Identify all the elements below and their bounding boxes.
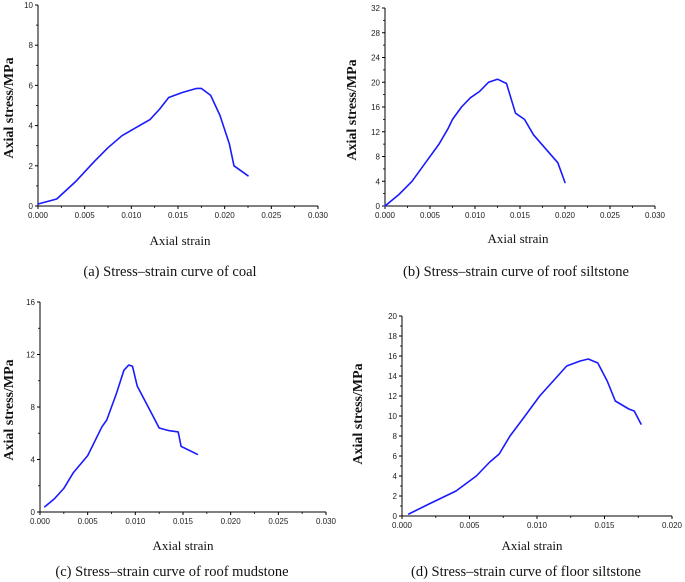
panel-d-x-tick-label: 0.005 <box>459 521 480 530</box>
panel-b-marks <box>384 78 566 207</box>
panel-c-y-tick-label: 16 <box>26 298 35 307</box>
panel-d-x-tick-label: 0.015 <box>594 521 615 530</box>
panel-c-y-tick-label: 8 <box>31 403 36 412</box>
panel-a-x-tick-label: 0.020 <box>215 211 236 220</box>
panel-d-y-tick-label: 2 <box>393 492 398 501</box>
panel-d-x-tick-label: 0.000 <box>392 521 413 530</box>
panel-b-series-line <box>384 78 566 207</box>
panel-a-y-axis-title: Axial stress/MPa <box>2 57 17 158</box>
panel-d-y-tick-label: 18 <box>388 332 397 341</box>
panel-c-y-tick-label: 0 <box>31 508 36 517</box>
panel-d-y-tick-label: 16 <box>388 352 397 361</box>
panel-d-x-tick-label: 0.010 <box>527 521 548 530</box>
panel-b-y-tick-label: 0 <box>376 202 381 211</box>
panel-c-x-tick-label: 0.030 <box>316 517 337 526</box>
panel-d-caption: (d) Stress–strain curve of floor siltsto… <box>411 564 641 580</box>
panel-a-caption: (a) Stress–strain curve of coal <box>83 264 256 280</box>
panel-d-y-tick-label: 14 <box>388 372 397 381</box>
panel-b-caption: (b) Stress–strain curve of roof siltston… <box>403 264 629 280</box>
panel-b-x-tick-label: 0.015 <box>510 211 531 220</box>
panel-b-x-axis-title: Axial strain <box>487 231 549 246</box>
panel-c-y-tick-label: 4 <box>31 456 36 465</box>
panel-c-x-tick-label: 0.005 <box>78 517 99 526</box>
panel-a-x-tick-label: 0.010 <box>121 211 142 220</box>
panel-b-y-axis-title: Axial stress/MPa <box>345 59 360 160</box>
panel-d: 0.000 0.005 0.010 0.015 0.020 0 2 4 6 8 10 12 14 16 18… <box>351 312 683 580</box>
panel-c-x-tick-label: 0.010 <box>125 517 146 526</box>
panel-c-x-tick-label: 0.020 <box>221 517 242 526</box>
panel-d-x-axis-title: Axial strain <box>501 538 563 553</box>
panel-d-x-tick-label: 0.020 <box>662 521 683 530</box>
panel-d-y-tick-label: 4 <box>393 472 398 481</box>
panel-c: 0.000 0.005 0.010 0.015 0.020 0.025 0.030 0 4 8 12… <box>2 298 337 580</box>
panel-b-y-tick-label: 16 <box>371 103 380 112</box>
panel-d-series-line <box>407 358 642 515</box>
panel-a-x-tick-label: 0.005 <box>75 211 96 220</box>
panel-b-x-tick-label: 0.010 <box>465 211 486 220</box>
panel-a-x-tick-label: 0.015 <box>168 211 189 220</box>
panel-c-series-line <box>43 364 199 508</box>
panel-d-y-tick-label: 6 <box>393 452 398 461</box>
panel-c-caption: (c) Stress–strain curve of roof mudstone <box>55 564 288 580</box>
panel-d-y-tick-label: 12 <box>388 392 397 401</box>
panel-b-x-tick-label: 0.020 <box>555 211 576 220</box>
panel-a-y-tick-label: 8 <box>29 41 34 50</box>
panel-a-series-line <box>37 87 249 205</box>
panel-d-y-tick-label: 0 <box>393 512 398 521</box>
panel-b-x-tick-label: 0.030 <box>645 211 666 220</box>
panel-b-x-tick-label: 0.005 <box>420 211 441 220</box>
panel-b-y-tick-label: 4 <box>376 177 381 186</box>
panel-c-x-axis-title: Axial strain <box>152 538 214 553</box>
panel-a-marks <box>37 87 249 205</box>
panel-a-x-tick-label: 0.030 <box>308 211 329 220</box>
panel-b-x-tick-label: 0.025 <box>600 211 621 220</box>
panel-d-y-tick-label: 8 <box>393 432 398 441</box>
panel-b-y-tick-label: 20 <box>371 78 380 87</box>
panel-a-y-tick-label: 10 <box>24 1 33 10</box>
panel-a-y-tick-label: 0 <box>29 202 34 211</box>
panel-a-y-tick-label: 2 <box>29 162 34 171</box>
panel-b-y-tick-label: 28 <box>371 29 380 38</box>
panel-b-axes: 0.000 0.005 0.010 0.015 0.020 0.025 0.030 0 4 8 12… <box>371 4 665 220</box>
panel-a: 0.000 0.005 0.010 0.015 0.020 0.025 0.030 0 2 4 6 8… <box>2 1 329 280</box>
panel-d-axes: 0.000 0.005 0.010 0.015 0.020 0 2 4 6 8 10 12 14 16 18… <box>388 312 682 530</box>
panel-d-y-tick-label: 10 <box>388 412 397 421</box>
panel-b-y-tick-label: 24 <box>371 54 380 63</box>
panel-d-y-axis-title: Axial stress/MPa <box>351 363 366 464</box>
panel-a-x-tick-label: 0.025 <box>261 211 282 220</box>
panel-b-y-tick-label: 8 <box>376 153 381 162</box>
panel-d-y-tick-label: 20 <box>388 312 397 321</box>
panel-b-y-tick-label: 32 <box>371 4 380 13</box>
panel-c-x-tick-label: 0.015 <box>173 517 194 526</box>
panel-c-x-tick-label: 0.000 <box>30 517 51 526</box>
panel-b-x-tick-label: 0.000 <box>375 211 396 220</box>
panel-c-marks <box>43 364 199 508</box>
panel-c-y-axis-title: Axial stress/MPa <box>2 359 17 460</box>
panel-d-marks <box>407 358 642 515</box>
panel-a-x-axis-title: Axial strain <box>149 233 211 248</box>
panel-c-y-tick-label: 12 <box>26 351 35 360</box>
panel-a-y-tick-label: 4 <box>29 122 34 131</box>
panel-a-axes: 0.000 0.005 0.010 0.015 0.020 0.025 0.030 0 2 4 6 8… <box>24 1 328 220</box>
panel-a-y-tick-label: 6 <box>29 81 34 90</box>
panel-b: 0.000 0.005 0.010 0.015 0.020 0.025 0.030 0 4 8 12… <box>345 4 666 280</box>
panel-b-y-tick-label: 12 <box>371 128 380 137</box>
panel-c-axes: 0.000 0.005 0.010 0.015 0.020 0.025 0.030 0 4 8 12… <box>26 298 336 526</box>
panel-c-x-tick-label: 0.025 <box>268 517 289 526</box>
panel-a-x-tick-label: 0.000 <box>28 211 49 220</box>
